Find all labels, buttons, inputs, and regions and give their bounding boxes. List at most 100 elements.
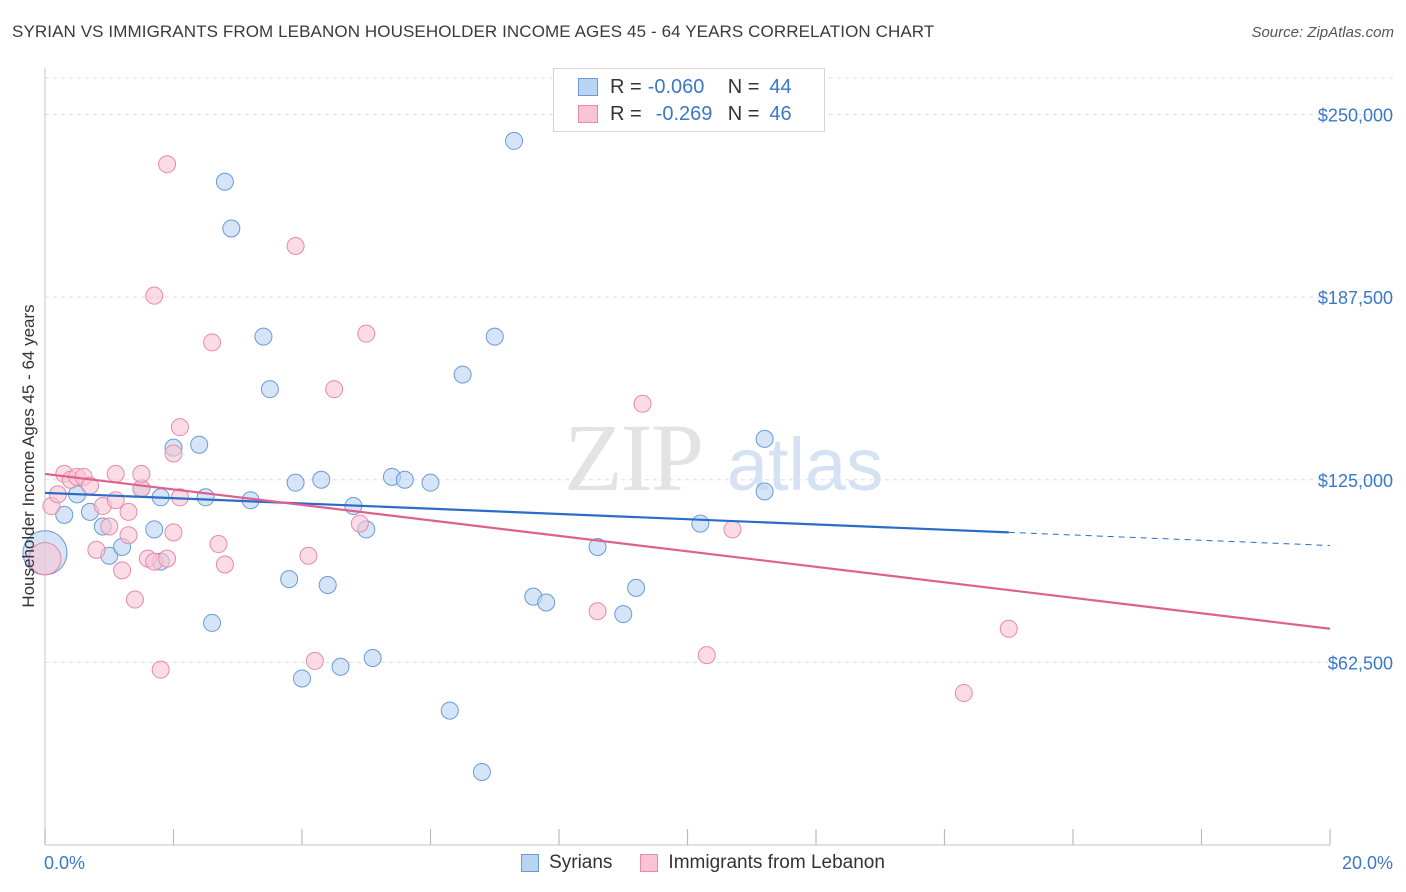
grid-lines <box>45 77 1395 663</box>
lebanon-point <box>215 555 234 574</box>
syrians-point <box>453 365 472 384</box>
syrians-point <box>755 429 774 448</box>
legend-n-label: N = <box>727 102 760 125</box>
syrians-point <box>485 327 504 346</box>
lebanon-swatch <box>578 105 598 123</box>
legend-n-label: N = <box>727 75 760 98</box>
syrians-legend-swatch <box>521 854 540 872</box>
syrians-point <box>440 701 459 720</box>
lebanon-point <box>164 444 183 463</box>
syrians-point <box>755 482 774 501</box>
syrians-point <box>55 505 74 524</box>
lebanon-point <box>164 523 183 542</box>
syrians-point <box>145 520 164 539</box>
syrians-point <box>190 435 209 454</box>
syrians-point <box>472 762 491 781</box>
y-tick-label: $187,500 <box>1318 288 1393 308</box>
lebanon-point <box>203 333 222 352</box>
syrians-point <box>215 172 234 191</box>
lebanon-point <box>286 237 305 256</box>
data-points <box>22 131 1018 781</box>
lebanon-point <box>119 502 138 521</box>
syrians-point <box>222 219 241 238</box>
correlation-legend: R = -0.060 N = 44 R = -0.269 N = 46 <box>553 68 825 132</box>
syrians-point <box>254 327 273 346</box>
axis-labels: $62,500 $125,000 $187,500 $250,000 0.0% 20.0%… <box>19 106 1393 873</box>
lebanon-point <box>158 549 177 568</box>
lebanon-trend-line <box>44 472 1331 630</box>
syrians-swatch <box>578 78 598 96</box>
lebanon-point <box>170 418 189 437</box>
chart-title: SYRIAN VS IMMIGRANTS FROM LEBANON HOUSEH… <box>12 22 935 41</box>
axes <box>44 68 1331 846</box>
watermark-zip: ZIP <box>564 404 702 511</box>
syrians-point <box>537 593 556 612</box>
lebanon-point <box>999 619 1018 638</box>
y-tick-label: $62,500 <box>1328 653 1393 673</box>
lebanon-legend-label: Immigrants from Lebanon <box>668 852 885 873</box>
lebanon-point <box>325 380 344 399</box>
legend-r-value: -0.060 <box>647 75 705 98</box>
syrians-point <box>614 605 633 624</box>
syrians-point <box>691 514 710 533</box>
y-tick-label: $250,000 <box>1318 106 1393 126</box>
lebanon-point <box>158 155 177 174</box>
syrians-point <box>280 570 299 589</box>
syrians-point <box>505 131 524 150</box>
y-axis-title: Householder Income Ages 45 - 64 years <box>19 304 38 607</box>
syrians-point <box>196 488 215 507</box>
lebanon-point <box>145 286 164 305</box>
lebanon-point <box>106 464 125 483</box>
lebanon-point <box>119 526 138 545</box>
legend-item-lebanon: Immigrants from Lebanon <box>640 852 885 874</box>
syrians-point <box>318 575 337 594</box>
syrians-point <box>286 473 305 492</box>
x-tick-label: 20.0% <box>1342 853 1393 873</box>
lebanon-point <box>100 517 119 536</box>
syrians-point <box>588 537 607 556</box>
lebanon-point <box>954 684 973 703</box>
lebanon-point <box>588 602 607 621</box>
syrians-trend-extension <box>1008 531 1331 547</box>
lebanon-point <box>357 324 376 343</box>
lebanon-point <box>125 590 144 609</box>
lebanon-point <box>299 546 318 565</box>
syrians-point <box>363 648 382 667</box>
legend-row-syrians: R = -0.060 N = 44 <box>578 76 792 98</box>
watermark: ZIP atlas <box>564 404 883 511</box>
lebanon-point <box>132 464 151 483</box>
lebanon-point <box>697 646 716 665</box>
lebanon-point <box>209 535 228 554</box>
syrians-trend-line <box>44 491 1009 534</box>
lebanon-point <box>305 651 324 670</box>
watermark-atlas: atlas <box>727 423 883 506</box>
x-tick-label: 0.0% <box>44 853 85 873</box>
legend-r-label: R = <box>610 75 642 98</box>
source-label: Source: ZipAtlas.com <box>1251 24 1394 41</box>
series-legend: Syrians Immigrants from Lebanon <box>0 852 1406 874</box>
legend-r-value: -0.269 <box>655 102 713 125</box>
syrians-point <box>260 380 279 399</box>
lebanon-point <box>350 514 369 533</box>
syrians-legend-label: Syrians <box>549 852 613 873</box>
legend-n-value: 46 <box>769 102 792 125</box>
syrians-point <box>421 473 440 492</box>
legend-row-lebanon: R = -0.269 N = 46 <box>578 103 792 125</box>
lebanon-legend-swatch <box>640 854 659 872</box>
syrians-point <box>395 470 414 489</box>
syrians-point <box>627 578 646 597</box>
lebanon-point <box>633 394 652 413</box>
syrians-point <box>203 613 222 632</box>
lebanon-point <box>723 520 742 539</box>
y-tick-label: $125,000 <box>1318 471 1393 491</box>
lebanon-point <box>113 561 132 580</box>
legend-item-syrians: Syrians <box>521 852 612 874</box>
syrians-point <box>331 657 350 676</box>
lebanon-point <box>151 660 170 679</box>
syrians-point <box>312 470 331 489</box>
trend-lines <box>44 472 1331 630</box>
syrians-point <box>293 669 311 688</box>
legend-r-label: R = <box>610 102 642 125</box>
lebanon-point <box>28 542 62 576</box>
